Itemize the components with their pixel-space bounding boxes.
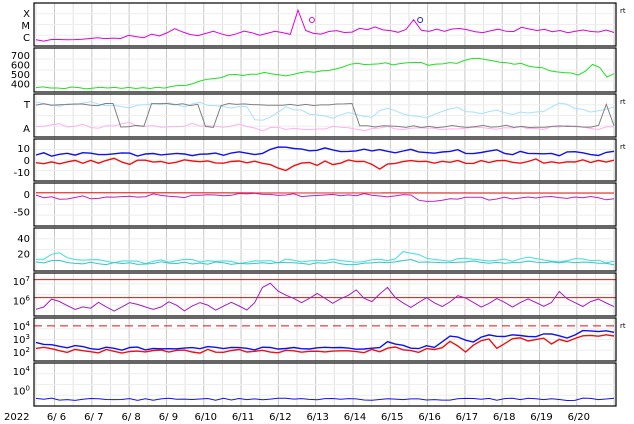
panel-bz-gsm — [34, 183, 616, 226]
x-tick-label: 6/14 — [344, 412, 366, 423]
y-tick-label: X — [23, 9, 30, 20]
y-tick-label: 40 — [17, 234, 30, 245]
y-tick-label: 107 — [13, 275, 30, 288]
panel-frame — [33, 362, 617, 407]
panel-frame — [33, 182, 617, 227]
y-tick-label: 106 — [13, 295, 31, 308]
x-tick-label: 6/17 — [456, 412, 478, 423]
x-tick-label: 6/ 9 — [159, 412, 178, 423]
y-tick-label: 104 — [13, 320, 31, 333]
panel-frame — [33, 227, 617, 272]
panel-electron-flux — [34, 318, 616, 361]
y-tick-label: -50 — [14, 208, 30, 219]
x-tick-label: 6/20 — [568, 412, 590, 423]
y-tick-label: 0 — [24, 190, 30, 201]
y-tick-label: 400 — [11, 79, 30, 90]
series-line — [35, 57, 615, 90]
panel-xray — [34, 3, 616, 46]
panel-solar-wind-speed — [34, 48, 616, 92]
y-tick-label: 102 — [13, 346, 30, 359]
series-line — [35, 102, 615, 129]
y-tick-label: 104 — [13, 365, 31, 378]
x-tick-label: 6/16 — [418, 412, 440, 423]
right-tag-label: rt — [620, 98, 626, 106]
series-line — [35, 146, 615, 157]
x-tick-label: 6/15 — [381, 412, 403, 423]
y-tick-label: 103 — [13, 333, 30, 346]
y-tick-label: 600 — [11, 60, 30, 71]
x-tick-label: 6/12 — [269, 412, 291, 423]
y-tick-label: 10 — [17, 144, 30, 155]
x-tick-label: 6/11 — [232, 412, 254, 423]
right-tag-label: rt — [620, 322, 626, 330]
panel-kp-ap — [34, 228, 616, 271]
panel-proton-flux — [34, 273, 616, 316]
x-tick-label: 6/ 7 — [84, 412, 103, 423]
x-tick-label: 6/10 — [195, 412, 217, 423]
series-line — [35, 397, 615, 402]
series-line — [35, 8, 615, 42]
y-tick-label: -10 — [14, 168, 30, 179]
y-tick-label: 100 — [13, 385, 30, 398]
x-tick-label: 6/13 — [306, 412, 328, 423]
x-tick-label: 6/ 6 — [47, 412, 66, 423]
x-tick-label: 6/18 — [493, 412, 515, 423]
series-line — [35, 101, 615, 121]
right-tag-label: rt — [620, 143, 626, 151]
x-tick-label: 6/ 8 — [121, 412, 140, 423]
event-marker — [417, 17, 424, 23]
y-tick-label: 0 — [24, 156, 30, 167]
y-tick-label: 20 — [17, 249, 30, 260]
y-tick-label: C — [23, 33, 30, 44]
series-line — [35, 334, 615, 354]
y-tick-label: T — [23, 100, 31, 111]
panel-frame — [33, 47, 617, 93]
series-line — [35, 192, 615, 202]
series-line — [35, 282, 615, 312]
year-label: 2022 — [4, 412, 29, 423]
y-tick-label: M — [21, 21, 30, 32]
right-tag-label: rt — [620, 7, 626, 15]
y-tick-label: A — [23, 124, 30, 135]
panel-frame — [33, 317, 617, 362]
panel-frame — [33, 138, 617, 182]
panel-imf — [34, 139, 616, 181]
y-tick-label: 700 — [11, 51, 30, 62]
panel-frame — [33, 2, 617, 47]
series-line — [35, 258, 615, 266]
panel-frame — [33, 272, 617, 317]
series-line — [35, 157, 615, 172]
series-line — [35, 329, 615, 351]
panel-magnetic-sector — [34, 94, 616, 137]
series-line — [36, 251, 615, 265]
panel-frame — [33, 93, 617, 138]
y-tick-label: 500 — [11, 70, 30, 81]
panel-low-energy — [34, 363, 616, 406]
event-marker — [308, 17, 315, 23]
x-tick-label: 6/19 — [530, 412, 552, 423]
